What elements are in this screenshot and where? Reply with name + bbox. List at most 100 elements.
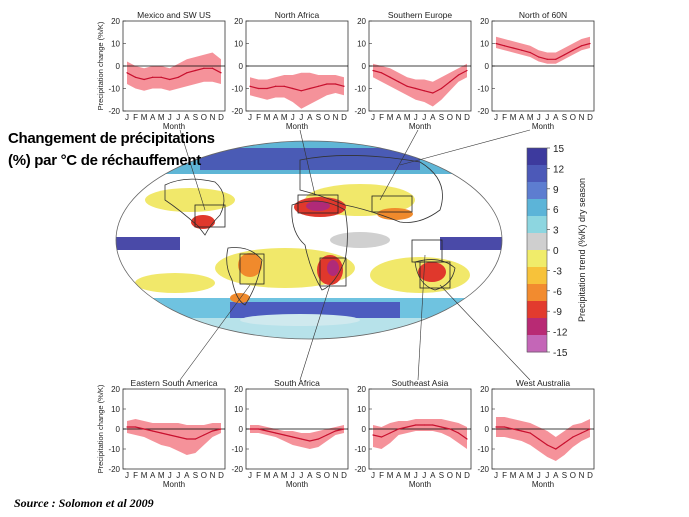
data-point xyxy=(211,430,214,432)
y-tick-label: 20 xyxy=(111,17,120,26)
data-point xyxy=(563,54,565,56)
y-tick-label: -10 xyxy=(231,445,243,454)
uncertainty-band xyxy=(250,72,344,109)
y-tick-label: -20 xyxy=(477,107,489,116)
x-tick-label: S xyxy=(439,471,444,480)
data-point xyxy=(292,436,294,438)
data-point xyxy=(432,424,434,426)
data-point xyxy=(572,49,574,51)
x-tick-label: N xyxy=(210,113,216,122)
colorbar-tick-label: -3 xyxy=(553,266,562,277)
x-tick-label: D xyxy=(587,113,593,122)
data-point xyxy=(529,51,531,54)
x-tick-label: J xyxy=(125,471,129,480)
data-point xyxy=(134,426,137,428)
colorbar-swatch xyxy=(527,233,547,251)
x-tick-label: O xyxy=(447,471,453,480)
data-point xyxy=(300,90,302,92)
colorbar-swatch xyxy=(527,250,547,268)
y-tick-label: -20 xyxy=(477,465,489,474)
y-tick-label: 10 xyxy=(111,405,120,414)
x-tick-label: S xyxy=(193,471,198,480)
x-tick-label: O xyxy=(324,113,330,122)
x-tick-label: N xyxy=(333,471,339,480)
map-outline xyxy=(115,140,503,340)
x-tick-label: N xyxy=(333,113,339,122)
x-tick-label: M xyxy=(527,471,534,480)
x-tick-label: O xyxy=(324,471,330,480)
mean-line xyxy=(126,67,222,81)
y-tick-label: 20 xyxy=(234,385,243,394)
data-point xyxy=(372,434,374,436)
data-point xyxy=(512,428,514,430)
uncertainty-band xyxy=(250,425,344,449)
data-point xyxy=(126,426,128,428)
data-point xyxy=(521,49,523,51)
data-point xyxy=(538,56,540,58)
panel-4: Eastern South America -20 -10 0 10 20 Precipit… xyxy=(96,378,226,489)
colorbar-tick-label: 0 xyxy=(553,246,559,257)
data-point xyxy=(415,424,417,426)
x-axis-label: Month xyxy=(163,480,185,489)
panel-title: North Africa xyxy=(275,10,320,20)
x-tick-label: F xyxy=(256,471,261,480)
data-point xyxy=(160,432,162,434)
x-tick-label: J xyxy=(176,471,180,480)
x-tick-label: F xyxy=(379,471,384,480)
x-tick-label: A xyxy=(307,113,313,122)
x-tick-label: J xyxy=(537,113,541,122)
x-tick-label: S xyxy=(439,113,444,122)
data-point xyxy=(334,430,337,432)
data-point xyxy=(555,448,557,450)
mean-line xyxy=(372,69,468,94)
data-point xyxy=(389,432,391,434)
x-tick-label: J xyxy=(291,471,295,480)
data-point xyxy=(249,85,251,87)
x-tick-label: J xyxy=(299,113,303,122)
x-tick-label: D xyxy=(341,471,347,480)
mean-line xyxy=(372,424,468,440)
x-tick-label: F xyxy=(256,113,261,122)
x-tick-label: M xyxy=(387,471,394,480)
x-tick-label: A xyxy=(430,113,436,122)
panel-title: Mexico and SW US xyxy=(137,10,211,20)
data-point xyxy=(194,69,196,72)
y-tick-label: 0 xyxy=(485,62,490,71)
x-axis-label: Month xyxy=(163,122,185,131)
data-point xyxy=(380,436,383,438)
colorbar-tick-label: -15 xyxy=(553,348,568,359)
x-tick-label: J xyxy=(371,113,375,122)
colorbar-tick-label: -12 xyxy=(553,328,568,339)
colorbar-swatch xyxy=(527,216,547,234)
x-axis-label: Month xyxy=(286,480,308,489)
data-point xyxy=(326,434,328,436)
x-tick-label: J xyxy=(168,471,172,480)
x-tick-label: M xyxy=(387,113,394,122)
mean-line xyxy=(250,428,345,442)
y-tick-label: -10 xyxy=(354,445,366,454)
y-tick-label: 10 xyxy=(234,40,243,49)
data-point xyxy=(203,67,205,69)
y-tick-label: 20 xyxy=(357,385,366,394)
x-tick-label: M xyxy=(281,471,288,480)
y-tick-label: -20 xyxy=(231,465,243,474)
data-point xyxy=(449,428,451,430)
x-tick-label: S xyxy=(193,113,198,122)
x-tick-label: J xyxy=(414,113,418,122)
data-point xyxy=(317,85,319,87)
data-point xyxy=(257,87,260,90)
x-tick-label: J xyxy=(537,471,541,480)
x-tick-label: J xyxy=(176,113,180,122)
data-point xyxy=(466,438,468,440)
regional-panels: Mexico and SW US -20 -10 0 10 20 Precipitation… xyxy=(96,10,595,489)
x-tick-label: A xyxy=(519,113,525,122)
x-tick-label: M xyxy=(141,113,148,122)
colorbar-tick-label: -6 xyxy=(553,287,562,298)
y-tick-label: 0 xyxy=(362,62,367,71)
mean-line xyxy=(249,83,345,92)
data-point xyxy=(152,76,154,78)
data-point xyxy=(580,432,583,434)
